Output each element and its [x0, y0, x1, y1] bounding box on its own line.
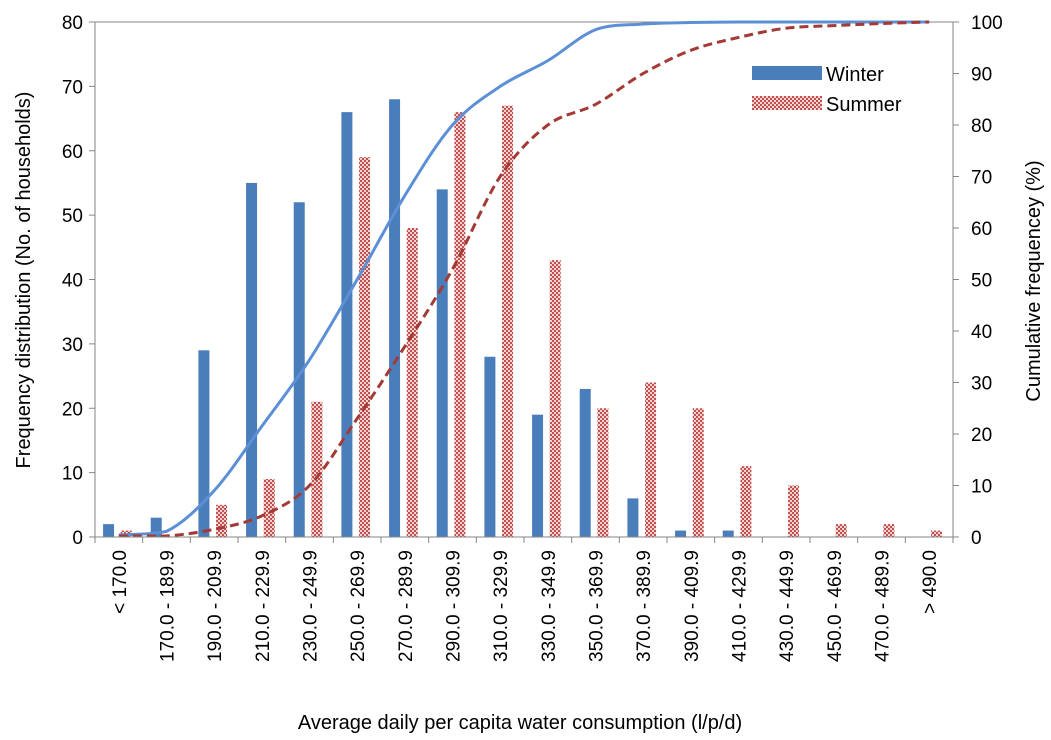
- y-tick-label-0: 0: [72, 528, 83, 549]
- bar-winter-9: [532, 414, 544, 537]
- bar-summer-2: [216, 504, 228, 537]
- y2-tick-label-80: 80: [971, 116, 992, 137]
- y2-axis-title: Cumulative frequencey (%): [1023, 160, 1045, 401]
- y-tick-label-10: 10: [62, 464, 83, 485]
- bar-summer-12: [692, 408, 704, 537]
- bar-summer-13: [740, 466, 752, 537]
- x-tick-label-10: 350.0 - 369.9: [587, 550, 608, 662]
- y2-tick-label-10: 10: [971, 477, 992, 498]
- x-tick-label-8: 310.0 - 329.9: [491, 550, 512, 662]
- y-tick-label-60: 60: [62, 142, 83, 163]
- bar-summer-7: [454, 112, 466, 537]
- bar-winter-10: [579, 388, 591, 537]
- bar-winter-4: [293, 202, 305, 537]
- bar-summer-15: [835, 524, 847, 537]
- bar-summer-14: [788, 485, 800, 537]
- bar-winter-0: [103, 524, 115, 537]
- y2-tick-label-90: 90: [971, 65, 992, 86]
- bar-winter-8: [484, 356, 496, 537]
- x-axis-title: Average daily per capita water consumpti…: [298, 712, 742, 734]
- plot-frame: [94, 21, 954, 538]
- y2-tick-label-100: 100: [971, 13, 1003, 34]
- x-tick-label-4: 230.0 - 249.9: [301, 550, 322, 662]
- bar-summer-6: [406, 228, 418, 537]
- y-axis-title: Frequency distribution (No. of household…: [13, 92, 35, 469]
- bar-winter-2: [198, 350, 210, 537]
- bar-summer-11: [645, 382, 657, 537]
- cumulative-line-summer: [118, 20, 930, 538]
- x-tick-label-2: 190.0 - 209.9: [205, 550, 226, 662]
- legend-swatch-winter: [752, 66, 822, 80]
- bar-summer-16: [883, 524, 895, 537]
- legend: Winter Summer: [752, 64, 902, 116]
- x-tick-label-17: > 490.0: [920, 550, 941, 614]
- bar-summer-4: [311, 401, 323, 537]
- y-tick-label-20: 20: [62, 399, 83, 420]
- y-tick-label-50: 50: [62, 206, 83, 227]
- x-tick-label-3: 210.0 - 229.9: [253, 550, 274, 662]
- x-tick-label-12: 390.0 - 409.9: [682, 550, 703, 662]
- x-tick-label-14: 430.0 - 449.9: [777, 550, 798, 662]
- bar-winter-11: [627, 498, 639, 537]
- x-tick-label-6: 270.0 - 289.9: [396, 550, 417, 662]
- x-tick-label-9: 330.0 - 349.9: [539, 550, 560, 662]
- bar-summer-5: [359, 157, 371, 537]
- y-tick-label-80: 80: [62, 13, 83, 34]
- x-tick-label-13: 410.0 - 429.9: [730, 550, 751, 662]
- x-tick-label-15: 450.0 - 469.9: [825, 550, 846, 662]
- bar-winter-5: [341, 112, 353, 537]
- bar-winter-12: [675, 530, 687, 537]
- plot-area: [94, 21, 954, 538]
- axes-layer: [89, 21, 959, 543]
- y2-tick-label-40: 40: [971, 322, 992, 343]
- x-tick-label-1: 170.0 - 189.9: [158, 550, 179, 662]
- bar-winter-7: [436, 189, 448, 537]
- y2-tick-label-70: 70: [971, 168, 992, 189]
- x-tick-label-0: < 170.0: [110, 550, 131, 614]
- y-tick-label-70: 70: [62, 77, 83, 98]
- y2-tick-label-50: 50: [971, 271, 992, 292]
- bar-winter-1: [150, 517, 162, 537]
- bar-summer-8: [502, 105, 514, 537]
- x-tick-label-5: 250.0 - 269.9: [348, 550, 369, 662]
- x-tick-label-7: 290.0 - 309.9: [444, 550, 465, 662]
- bar-winter-3: [246, 182, 258, 537]
- legend-swatch-summer: [752, 96, 822, 110]
- lines-layer: [118, 20, 930, 538]
- y2-tick-label-0: 0: [971, 528, 982, 549]
- cumulative-line-winter: [118, 20, 930, 537]
- bar-winter-13: [722, 530, 734, 537]
- legend-label-winter: Winter: [826, 64, 884, 86]
- bar-summer-9: [549, 260, 561, 537]
- y2-tick-label-30: 30: [971, 374, 992, 395]
- x-tick-label-16: 470.0 - 489.9: [873, 550, 894, 662]
- bar-summer-17: [931, 530, 943, 537]
- y2-tick-label-60: 60: [971, 219, 992, 240]
- tick-labels: 0 10 20 30 40 50 60 70 80 0 10 20 30 40 50 60 70 80 90 100 <…: [62, 13, 1003, 662]
- y-tick-label-40: 40: [62, 271, 83, 292]
- x-tick-label-11: 370.0 - 389.9: [634, 550, 655, 662]
- bar-winter-6: [389, 99, 401, 537]
- legend-label-summer: Summer: [826, 94, 902, 116]
- bar-summer-10: [597, 408, 609, 537]
- y2-tick-label-20: 20: [971, 425, 992, 446]
- bar-summer-3: [263, 479, 275, 537]
- bars-layer: [103, 99, 943, 537]
- y-tick-label-30: 30: [62, 335, 83, 356]
